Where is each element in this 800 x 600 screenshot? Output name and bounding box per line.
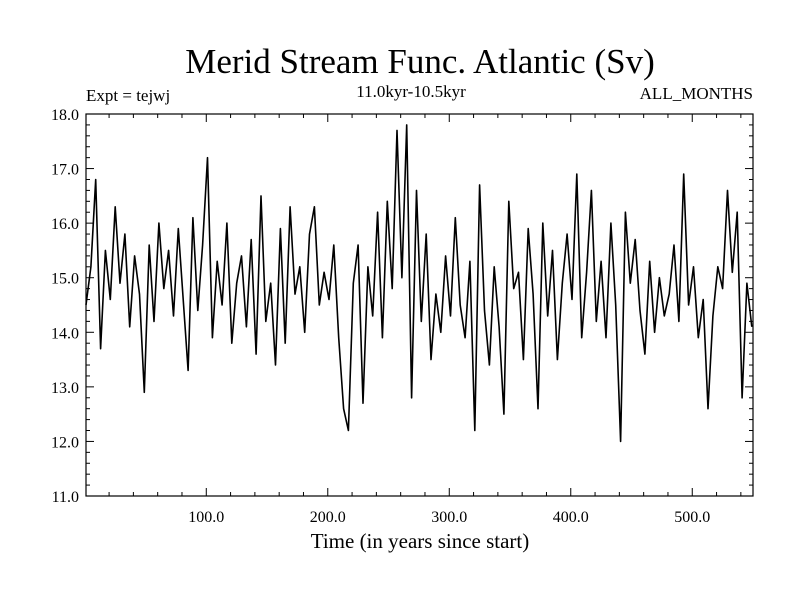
y-tick-label: 12.0 bbox=[51, 434, 79, 451]
y-tick-label: 15.0 bbox=[51, 271, 79, 288]
y-tick-label: 14.0 bbox=[51, 325, 79, 342]
y-tick-label: 17.0 bbox=[51, 162, 79, 179]
y-tick-label: 16.0 bbox=[51, 216, 79, 233]
y-tick-label: 13.0 bbox=[51, 380, 79, 397]
x-tick-label: 300.0 bbox=[431, 509, 467, 526]
x-axis-label: Time (in years since start) bbox=[311, 529, 530, 553]
x-tick-label: 500.0 bbox=[674, 509, 710, 526]
chart-subtitle: 11.0kyr-10.5kyr bbox=[356, 82, 466, 101]
series-layer bbox=[85, 124, 753, 443]
months-label: ALL_MONTHS bbox=[640, 84, 753, 103]
plot-frame bbox=[85, 113, 754, 497]
axis-layer: 11.0 12.0 13.0 14.0 15.0 16.0 17.0 18.0 100.0 200… bbox=[51, 107, 753, 526]
series-line bbox=[85, 124, 753, 443]
x-tick-label: 100.0 bbox=[188, 509, 224, 526]
x-tick-label: 400.0 bbox=[553, 509, 589, 526]
experiment-label: Expt = tejwj bbox=[86, 86, 170, 105]
y-tick-label: 18.0 bbox=[51, 107, 79, 124]
x-tick-label: 200.0 bbox=[310, 509, 346, 526]
y-tick-label: 11.0 bbox=[52, 489, 79, 506]
chart-title: Merid Stream Func. Atlantic (Sv) bbox=[185, 42, 655, 81]
